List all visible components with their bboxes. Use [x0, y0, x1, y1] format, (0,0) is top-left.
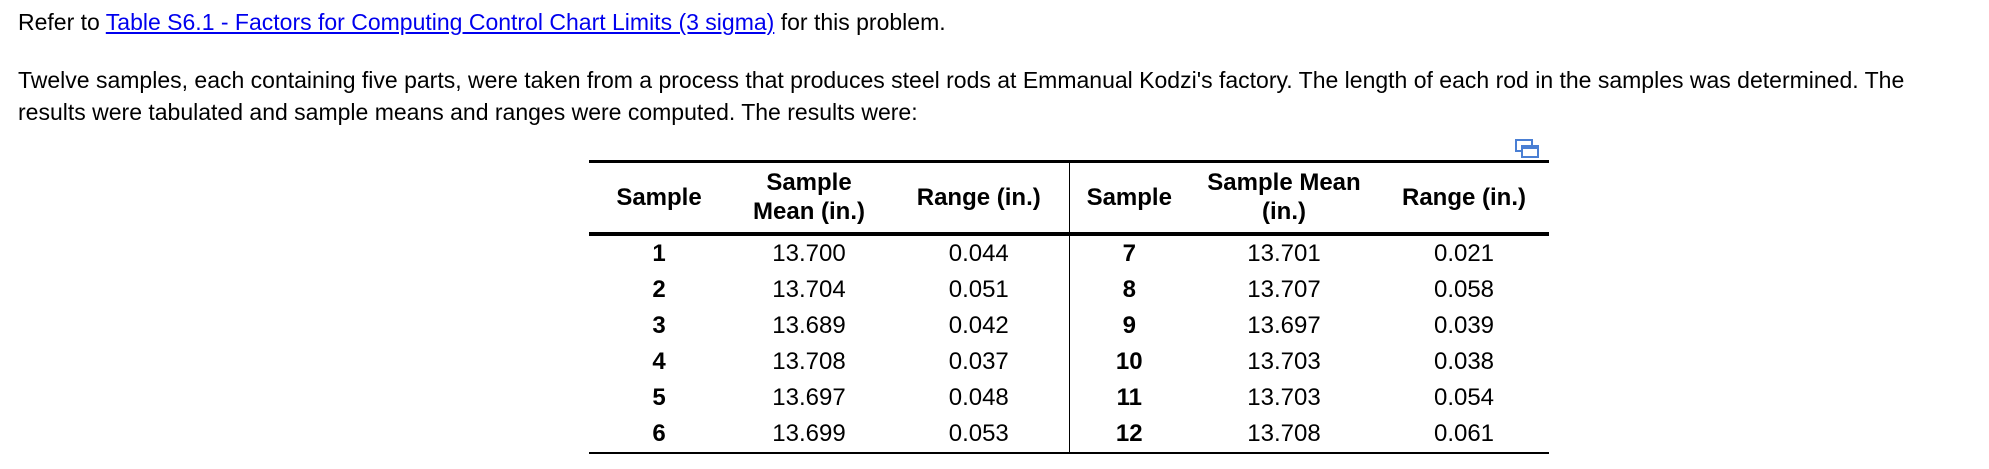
range-cell: 0.044: [948, 239, 1009, 267]
header-mean-left-line1: Sample: [766, 169, 852, 197]
header-range-right: Range (in.): [1379, 160, 1549, 236]
range-cell: 0.042: [948, 311, 1009, 339]
sample-number-cell: 6: [589, 415, 729, 454]
table-row: 6 13.699 0.053 12 13.708 0.061: [589, 415, 1549, 454]
sample-mean-cell: 13.703: [1247, 347, 1321, 375]
sample-number-cell: 2: [652, 275, 666, 303]
intro-prefix: Refer to: [18, 9, 106, 35]
sample-mean-cell: 13.707: [1247, 275, 1321, 303]
header-sample-left: Sample: [589, 160, 729, 236]
sample-mean-cell: 13.697: [1247, 311, 1321, 339]
range-cell: 0.038: [1433, 347, 1495, 375]
sample-mean-cell: 13.689: [772, 311, 846, 339]
sample-number-cell: 5: [652, 383, 666, 411]
table-row: 1 13.700 0.044 7 13.701 0.021: [589, 233, 1549, 272]
sample-mean-cell: 13.703: [1247, 383, 1321, 411]
sample-number-cell: 12: [1068, 415, 1189, 454]
range-cell: 0.048: [948, 383, 1009, 411]
table-row: 3 13.689 0.042 9 13.697 0.039: [589, 307, 1549, 344]
range-cell: 0.054: [1433, 383, 1495, 411]
sample-data-table: Sample Sample Mean (in.) Range (in.) Samp…: [589, 160, 1549, 454]
range-cell: 0.058: [1433, 275, 1495, 303]
copy-icon[interactable]: [1514, 138, 1540, 160]
table-row: 5 13.697 0.048 11 13.703 0.054: [589, 379, 1549, 416]
range-cell: 0.061: [1379, 415, 1549, 454]
sample-number-cell: 7: [1068, 233, 1189, 272]
header-mean-right: Sample Mean (in.): [1189, 160, 1379, 236]
range-cell: 0.039: [1433, 311, 1495, 339]
intro-line: Refer to Table S6.1 - Factors for Comput…: [18, 6, 946, 38]
sample-number-cell: 9: [1068, 307, 1189, 344]
problem-paragraph: Twelve samples, each containing five par…: [18, 67, 1905, 125]
table-row: 2 13.704 0.051 8 13.707 0.058: [589, 271, 1549, 308]
sample-number-cell: 3: [652, 311, 666, 339]
table-row: 4 13.708 0.037 10 13.703 0.038: [589, 343, 1549, 380]
sample-number-cell: 4: [652, 347, 666, 375]
sample-number-cell: 1: [652, 239, 666, 267]
sample-mean-cell: 13.697: [772, 383, 846, 411]
header-sample-right: Sample: [1068, 160, 1189, 236]
sample-mean-cell: 13.700: [772, 239, 846, 267]
sample-mean-cell: 13.704: [772, 275, 846, 303]
intro-suffix: for this problem.: [774, 9, 946, 35]
range-cell: 0.051: [948, 275, 1009, 303]
header-mean-left-line2: Mean (in.): [753, 198, 865, 226]
sample-number-cell: 10: [1068, 343, 1189, 380]
sample-mean-cell: 13.701: [1247, 239, 1321, 267]
sample-mean-cell: 13.708: [772, 347, 846, 375]
table-header-row: Sample Sample Mean (in.) Range (in.) Samp…: [589, 160, 1549, 236]
range-cell: 0.037: [948, 347, 1009, 375]
table-s61-link[interactable]: Table S6.1 - Factors for Computing Contr…: [105, 9, 775, 35]
range-cell: 0.021: [1433, 239, 1495, 267]
sample-number-cell: 11: [1068, 379, 1189, 416]
range-cell: 0.053: [889, 415, 1069, 454]
sample-mean-cell: 13.708: [1189, 415, 1379, 454]
header-mean-left: Sample Mean (in.): [729, 160, 889, 236]
sample-mean-cell: 13.699: [729, 415, 889, 454]
sample-number-cell: 8: [1068, 271, 1189, 308]
header-range-left: Range (in.): [889, 160, 1069, 236]
